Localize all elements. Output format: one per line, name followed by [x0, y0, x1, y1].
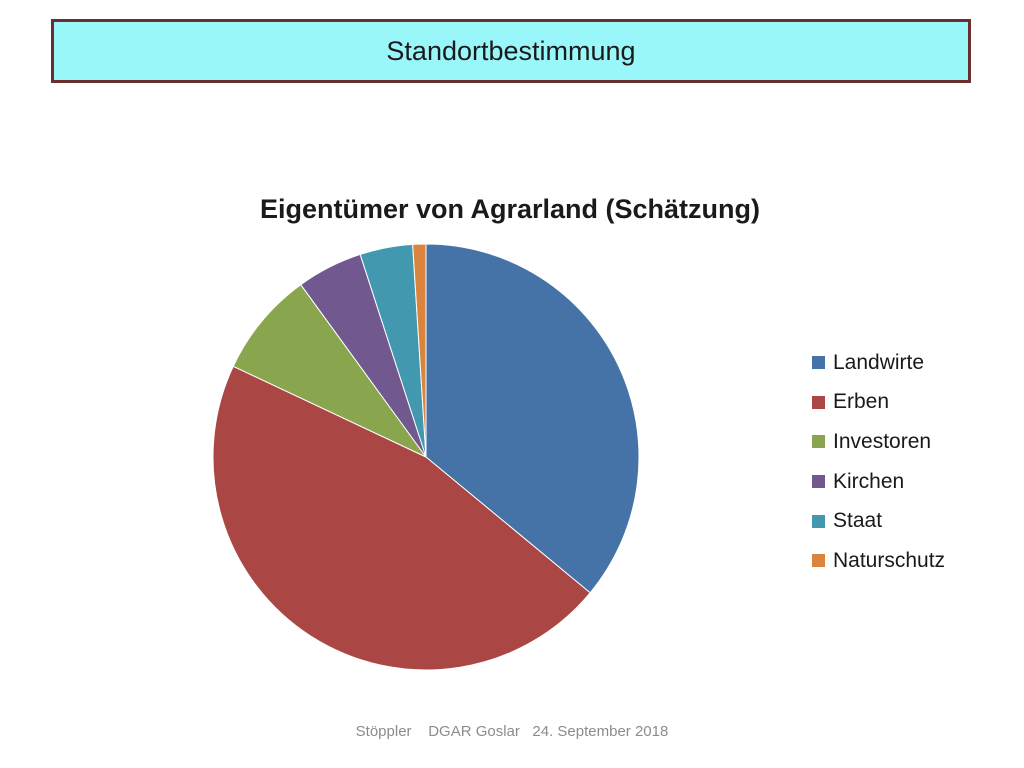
- legend-item-investoren: Investoren: [812, 422, 945, 462]
- chart-legend: Landwirte Erben Investoren Kirchen Staat…: [812, 343, 945, 581]
- legend-label: Naturschutz: [833, 548, 946, 572]
- legend-item-erben: Erben: [812, 383, 945, 423]
- slide-title: Standortbestimmung: [386, 35, 636, 66]
- legend-item-kirchen: Kirchen: [812, 462, 945, 502]
- chart-title: Eigentümer von Agrarland (Schätzung): [259, 194, 761, 224]
- pie-slice-investoren: [232, 283, 427, 458]
- legend-swatch: [812, 435, 825, 449]
- legend-label: Kirchen: [833, 469, 905, 493]
- legend-item-naturschutz: Naturschutz: [812, 541, 945, 581]
- legend-swatch: [812, 356, 825, 370]
- legend-swatch: [812, 554, 825, 568]
- legend-swatch: [812, 475, 825, 489]
- legend-label: Staat: [833, 509, 883, 533]
- legend-label: Erben: [833, 390, 890, 414]
- legend-item-staat: Staat: [812, 501, 945, 541]
- pie-slice-naturschutz: [412, 243, 427, 458]
- pie-slice-erben: [212, 365, 591, 671]
- pie-slice-landwirte: [425, 243, 640, 594]
- legend-label: Landwirte: [833, 350, 925, 374]
- legend-swatch: [812, 395, 825, 409]
- slide-title-box: Standortbestimmung: [51, 19, 971, 83]
- legend-swatch: [812, 514, 825, 528]
- legend-label: Investoren: [833, 429, 932, 453]
- legend-item-landwirte: Landwirte: [812, 343, 945, 383]
- slide-footer: Stöppler DGAR Goslar 24. September 2018: [355, 723, 669, 740]
